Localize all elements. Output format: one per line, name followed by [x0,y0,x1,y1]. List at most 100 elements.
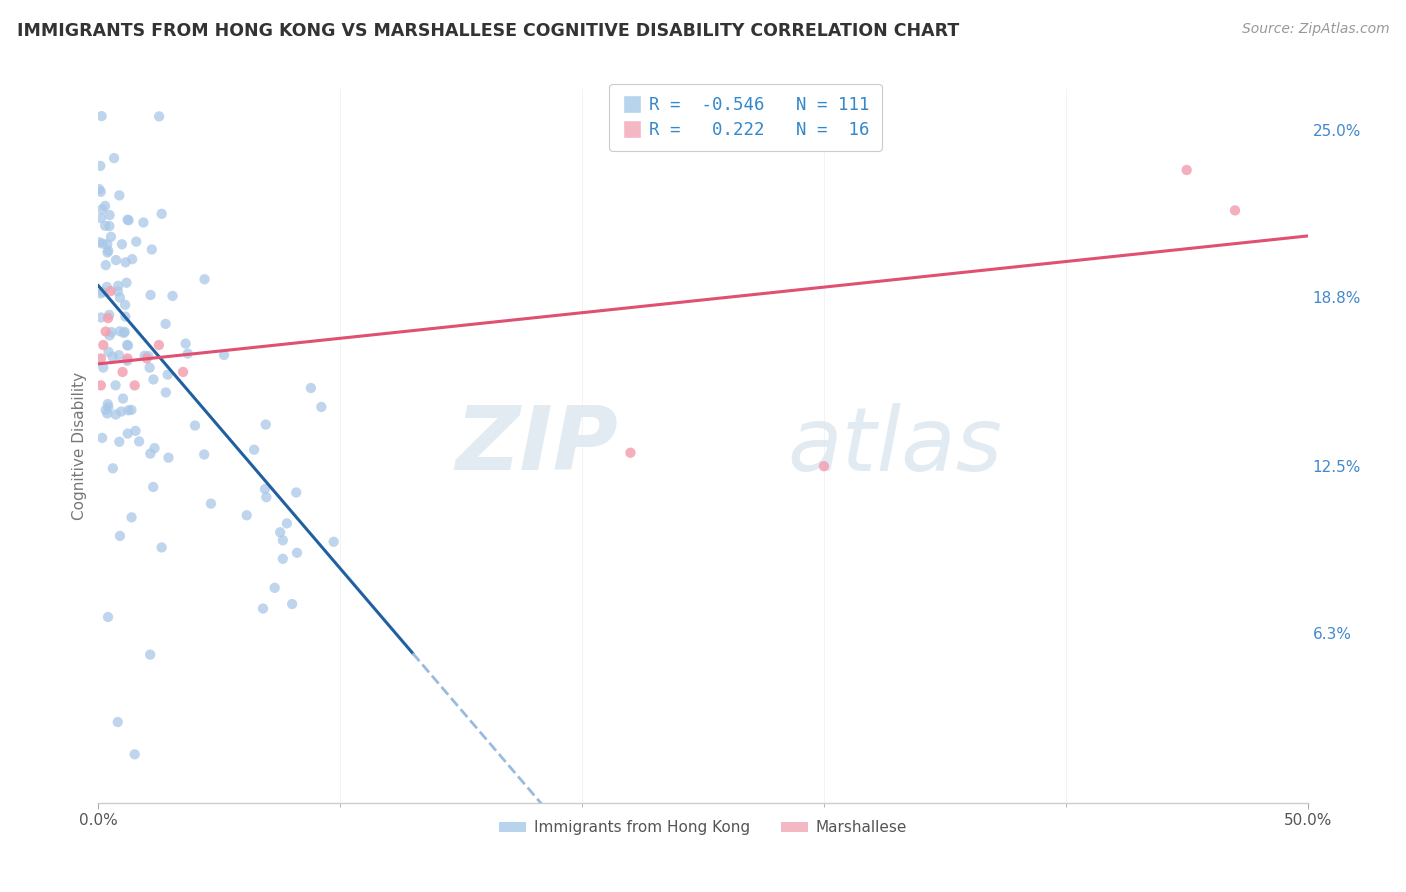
Point [263,581,285,595]
Point [96,237,118,252]
Point [1223,203,1246,218]
Point [104,378,127,392]
Point [285,485,308,500]
Point [121,510,143,524]
Point [104,408,127,422]
Point [108,291,131,305]
Point [89,159,111,173]
Point [98,208,121,222]
Point [91,431,114,445]
Point [212,348,235,362]
Point [97,397,120,411]
Point [111,392,134,406]
Point [269,525,291,540]
Point [101,461,124,475]
Point [124,378,146,392]
Point [162,289,184,303]
Point [148,109,170,123]
Point [90,351,112,366]
Point [97,401,120,415]
Point [252,601,274,615]
Point [108,348,131,362]
Point [143,441,166,455]
Point [311,400,333,414]
Point [124,424,146,438]
Point [243,442,266,457]
Point [114,310,136,324]
Point [108,434,131,449]
Point [90,185,112,199]
Point [235,508,257,523]
Point [114,298,136,312]
Point [100,284,122,298]
Point [285,546,308,560]
Point [94,258,117,272]
Point [254,417,277,432]
Point [148,338,170,352]
Point [174,336,197,351]
Point [97,345,120,359]
Point [108,188,131,202]
Point [1175,163,1198,178]
Point [150,207,173,221]
Point [139,288,162,302]
Point [299,381,322,395]
Text: ZIP: ZIP [456,402,619,490]
Text: Source: ZipAtlas.com: Source: ZipAtlas.com [1241,22,1389,37]
Point [121,252,143,267]
Point [107,714,129,729]
Point [98,219,121,233]
Point [89,286,111,301]
Point [96,407,118,421]
Point [813,459,835,474]
Point [128,434,150,449]
Point [90,310,112,325]
Point [103,151,125,165]
Point [94,325,117,339]
Point [114,325,136,339]
Y-axis label: Cognitive Disability: Cognitive Disability [72,372,87,520]
Point [98,328,121,343]
Point [117,338,139,352]
Point [125,235,148,249]
Point [281,597,304,611]
Point [111,237,134,252]
Point [142,372,165,386]
Point [96,245,118,260]
Point [253,482,276,496]
Point [91,338,114,352]
Point [110,404,132,418]
Text: IMMIGRANTS FROM HONG KONG VS MARSHALLESE COGNITIVE DISABILITY CORRELATION CHART: IMMIGRANTS FROM HONG KONG VS MARSHALLESE… [17,22,959,40]
Point [104,253,127,268]
Point [108,529,131,543]
Point [138,360,160,375]
Point [91,202,114,217]
Point [91,285,114,300]
Point [200,497,222,511]
Point [139,648,162,662]
Point [91,360,114,375]
Point [142,480,165,494]
Point [124,747,146,762]
Point [120,403,142,417]
Point [135,351,157,366]
Point [276,516,298,531]
Point [117,403,139,417]
Point [97,244,120,258]
Point [157,450,180,465]
Point [139,447,162,461]
Point [322,534,344,549]
Point [271,551,294,566]
Point [155,317,177,331]
Point [89,182,111,196]
Point [91,236,114,251]
Point [115,276,138,290]
Point [172,365,194,379]
Point [100,325,122,339]
Point [115,353,138,368]
Point [254,490,277,504]
Point [134,349,156,363]
Point [107,278,129,293]
Point [177,346,200,360]
Point [136,349,159,363]
